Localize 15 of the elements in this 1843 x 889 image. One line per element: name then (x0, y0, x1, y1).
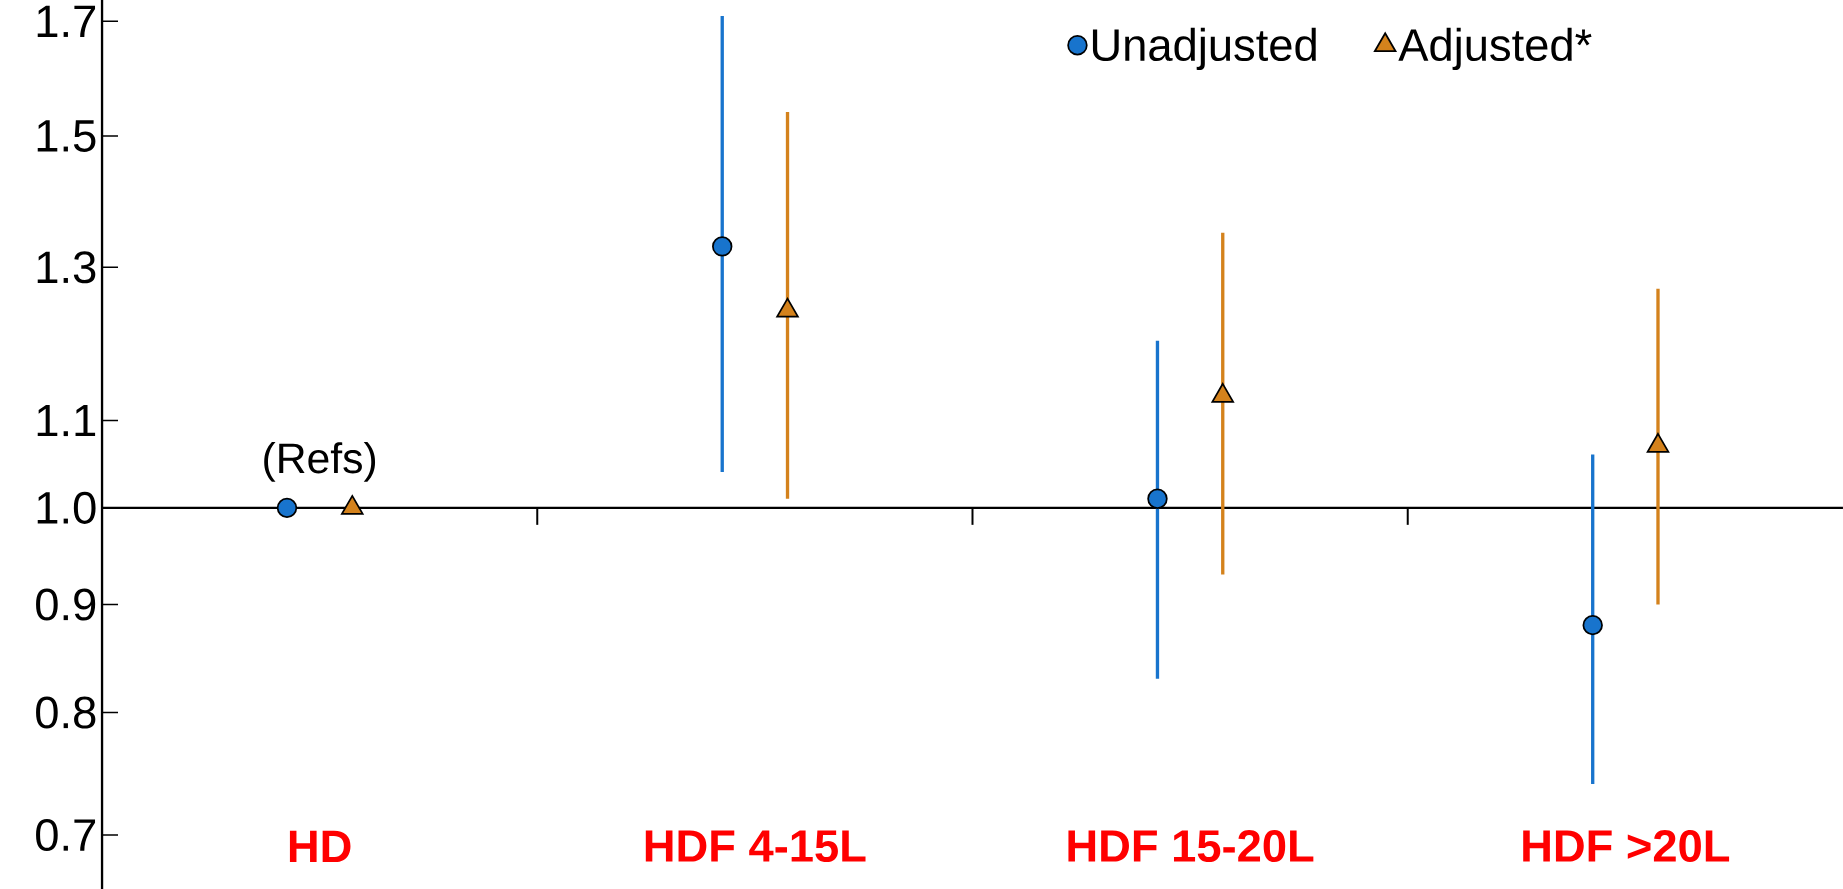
y-tick-label: 1.1 (37, 404, 96, 437)
y-tick-label: 1.0 (37, 491, 96, 524)
x-tick-label: HDF 15-20L (1068, 829, 1314, 863)
y-tick-label: 1.3 (37, 251, 96, 284)
y-tick-label: 0.9 (36, 588, 96, 621)
y-tick-label: 0.8 (36, 696, 96, 729)
legend-label: Unadjusted (1092, 27, 1316, 71)
y-tick-label: 0.7 (36, 819, 96, 852)
legend-label: Adjusted* (1398, 27, 1592, 71)
x-tick-label: HD (289, 830, 351, 863)
y-tick-label: 1.7 (37, 5, 96, 37)
y-tick-label: 1.5 (37, 120, 96, 152)
x-tick-label: HDF >20L (1523, 829, 1730, 863)
annotation: (Refs) (264, 442, 376, 482)
x-tick-label: HDF 4-15L (645, 830, 866, 863)
